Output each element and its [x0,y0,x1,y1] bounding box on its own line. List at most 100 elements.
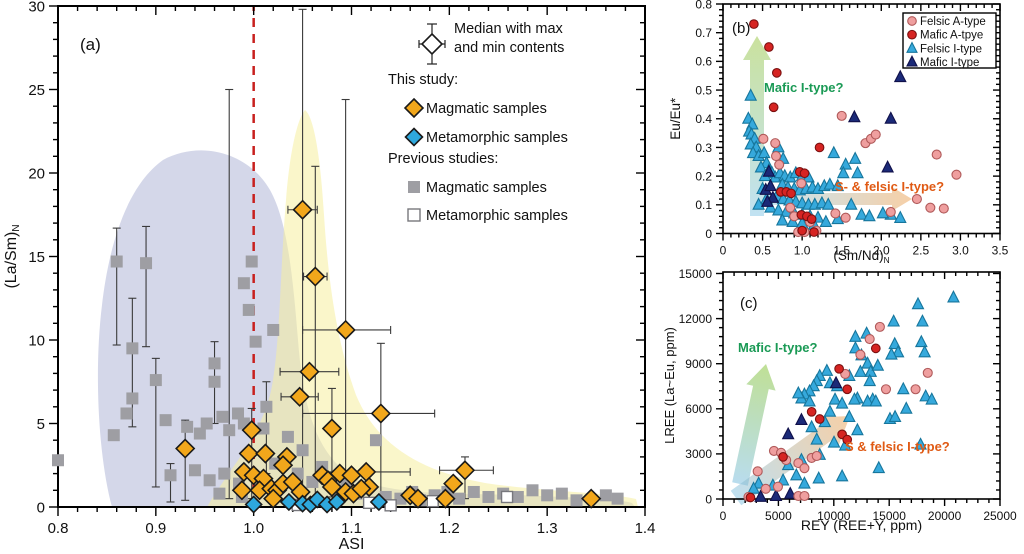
data-point [951,169,962,180]
data-point [321,418,343,439]
data-point [922,367,933,378]
data-point [175,438,196,459]
data-point [232,407,245,420]
data-point [919,388,933,402]
data-point [820,363,834,376]
data-point [918,344,932,358]
data-point [848,151,862,164]
data-point [851,165,864,179]
data-point [834,363,844,374]
x-axis-label: (Sm/Nd)N [833,248,889,265]
legend-label: Mafic A-tpye [920,30,983,42]
data-point [218,467,231,480]
data-point [925,202,936,213]
data-point [149,374,162,387]
data-point [947,290,960,303]
data-point [799,490,810,502]
data-point [159,414,172,427]
data-point [770,138,781,149]
data-point [829,375,843,389]
data-point [771,67,782,78]
data-point [744,88,758,101]
panel-b-scatter-smnd-eueu: 0 0.5 1.0 1.5 2.0 2.5 3.0 3.5 0 0.1 0.2 0.3 0.4 0.5 0.… [668,0,1009,265]
data-point [762,164,776,177]
data-point [835,468,849,482]
data-point [849,340,862,354]
data-point [772,481,784,492]
data-point [752,466,763,477]
legend-median-text: and min contents [454,40,564,56]
data-point [511,490,524,503]
data-point [842,434,853,445]
data-point [570,494,583,507]
data-point [914,437,927,450]
data-point [863,373,877,387]
data-point [938,203,949,214]
data-point [754,489,768,502]
open-square-legend-swatch [407,208,421,222]
y-tick-label: 0 [37,499,45,516]
y-axis-label: LREE (La~Eu, ppm) [662,327,677,444]
legend-median-text: Median with max [454,21,564,37]
data-point [216,410,229,423]
data-point [874,321,885,332]
data-point [769,488,783,501]
data-point [838,438,852,451]
data-point [888,336,902,350]
data-point [827,435,841,448]
x-tick-label: 1.1 [341,520,362,537]
y-tick-label: 20 [28,165,45,182]
data-point [110,255,123,268]
data-point [757,145,771,159]
x-tick-label: 1.5 [833,244,850,258]
data-point [885,206,896,218]
series-mafic-a-tpye [745,343,881,503]
y-tick-label: 0.8 [695,0,712,11]
data-point [836,165,850,179]
y-tick-label: 6000 [685,402,712,416]
data-point [799,168,810,179]
data-point [599,489,612,502]
data-point [120,407,133,420]
data-point [296,444,309,457]
data-point [880,384,892,395]
data-point [828,392,842,405]
data-point [911,296,925,310]
data-point [910,384,921,395]
data-point [830,208,841,219]
data-point [299,361,320,382]
data-point [260,400,273,413]
data-point [188,464,201,477]
data-point [871,358,885,371]
data-point [766,190,780,203]
x-tick-label: 10000 [817,509,851,523]
x-tick-label: 5000 [765,509,792,523]
triangle-legend-swatch [906,55,918,67]
diamond-legend-swatch [404,127,424,147]
data-point [370,403,391,424]
panel-a-scatter-asi-lasm: 0.8 0.9 1.0 1.1 1.2 1.3 1.4 0 5 10 15 20 25 30 ASI (La/… [3,0,655,553]
data-point [842,409,856,423]
y-tick-label: 0.2 [695,169,712,183]
data-point [238,443,259,464]
data-point [864,333,875,345]
data-point [791,385,805,399]
x-tick-label: 0 [720,244,727,258]
y-tick-label: 30 [28,0,45,15]
y-tick-label: 5 [37,416,45,433]
data-point [836,110,847,121]
data-point [203,474,216,487]
data-point [126,342,139,355]
data-point [771,203,785,216]
x-tick-label: 1.2 [439,520,460,537]
data-point [869,394,883,407]
y-tick-label: 0 [705,227,712,241]
data-point [749,19,759,29]
plot-frame [722,3,1001,235]
mafic-i-type-trend-arrow [732,364,776,486]
legend-label: Magmatic samples [426,101,547,117]
x-tick-label: 1.0 [794,244,811,258]
data-point [267,323,280,336]
data-point [814,142,825,153]
data-point [407,488,429,509]
